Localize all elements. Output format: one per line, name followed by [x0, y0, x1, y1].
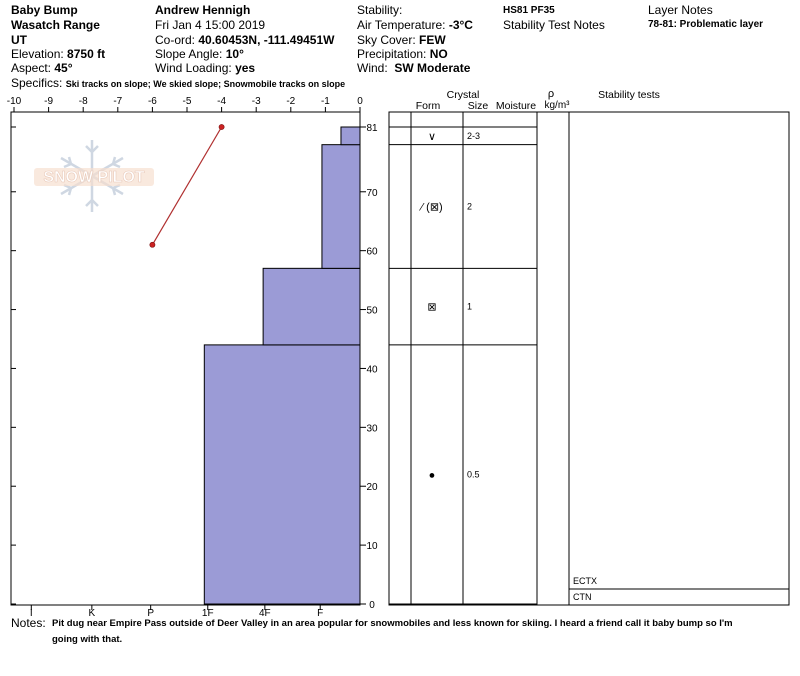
elevation-label: Elevation: — [11, 47, 64, 61]
layer-form: ● — [429, 469, 436, 481]
temp-tick-label: -3 — [252, 96, 261, 107]
layer-notes-label: Layer Notes — [648, 3, 713, 17]
coord-value: 40.60453N, -111.49451W — [198, 33, 335, 47]
state: UT — [11, 33, 27, 47]
layer-form: ⊠ — [427, 302, 436, 314]
form-header: Form — [416, 100, 441, 112]
moisture-header: Moisture — [496, 100, 536, 112]
depth-tick-label: 70 — [366, 188, 378, 199]
elevation-value: 8750 ft — [67, 47, 106, 61]
aspect-label: Aspect: — [11, 61, 52, 75]
snowpilot-logo-text: SNOW PILOT — [43, 169, 145, 186]
stability-test-label: ECTX — [573, 576, 597, 586]
wind-loading-label: Wind Loading: — [155, 61, 232, 75]
date-time: Fri Jan 4 15:00 2019 — [155, 18, 266, 32]
density-header: ρ — [548, 88, 554, 100]
sky-row: Sky Cover: FEW — [357, 33, 446, 47]
layer-note: 78-81: Problematic layer — [648, 19, 764, 30]
layer-size: 1 — [467, 302, 472, 312]
aspect-value: 45° — [54, 61, 73, 75]
specifics-label: Specifics: — [11, 76, 63, 90]
layer-size: 2-3 — [467, 131, 480, 141]
stability-tests-header: Stability tests — [598, 89, 660, 101]
temp-tick-label: -5 — [183, 96, 192, 107]
depth-tick-label: 0 — [369, 600, 375, 611]
slope-value: 10° — [225, 47, 244, 61]
wind-loading-value: yes — [235, 61, 256, 75]
hardness-bar — [203, 344, 361, 605]
hardness-tick-label: K — [89, 608, 96, 619]
precip-label: Precipitation: — [357, 47, 427, 61]
air-temp-row: Air Temperature: -3°C — [357, 18, 473, 32]
temperature-point — [149, 241, 156, 248]
specifics-row: Specifics: Ski tracks on slope; We skied… — [11, 76, 345, 90]
precip-row: Precipitation: NO — [357, 47, 448, 61]
depth-tick-label: 30 — [366, 423, 378, 434]
hardness-bar — [262, 267, 361, 346]
snowflake-icon — [60, 140, 124, 212]
observer-name: Andrew Hennigh — [155, 3, 251, 17]
elevation-row: Elevation: 8750 ft — [11, 47, 105, 61]
layer-size: 0.5 — [467, 469, 480, 479]
layer-size: 2 — [467, 202, 472, 212]
hardness-tick-label: 1F — [202, 608, 214, 619]
sky-value: FEW — [419, 33, 446, 47]
temperature-point — [218, 124, 225, 130]
depth-tick-label: 40 — [366, 364, 378, 375]
aspect-row: Aspect: 45° — [11, 61, 73, 75]
notes-line-1: Pit dug near Empire Pass outside of Deer… — [52, 618, 733, 629]
temp-tick-label: 0 — [357, 96, 363, 107]
wind-loading-row: Wind Loading: yes — [155, 61, 255, 75]
sky-label: Sky Cover: — [357, 33, 416, 47]
snowpilot-logo: SNOW PILOT — [34, 140, 154, 212]
depth-tick-label: 81 — [366, 123, 378, 134]
temperature-profile-line — [151, 126, 223, 246]
coord-row: Co-ord: 40.60453N, -111.49451W — [155, 33, 334, 47]
hardness-tick-label: I — [30, 608, 33, 619]
temp-tick-label: -1 — [321, 96, 330, 107]
chart-marks: -10 -9 -8 -7 -6 -5 -4 -3 -2 -1 001020304050607081I… — [7, 96, 789, 619]
temp-tick-label: -4 — [217, 96, 226, 107]
stability-test-notes-label: Stability Test Notes — [503, 18, 605, 32]
stability-label: Stability: — [357, 3, 403, 17]
depth-tick-label: 60 — [366, 247, 378, 258]
specifics-value: Ski tracks on slope; We skied slope; Sno… — [65, 79, 346, 89]
temp-tick-label: -10 — [7, 96, 22, 107]
slope-label: Slope Angle: — [155, 47, 223, 61]
depth-tick-label: 20 — [366, 482, 378, 493]
depth-tick-label: 50 — [366, 306, 378, 317]
notes-label: Notes: — [11, 616, 46, 630]
layer-form: ∨ — [428, 131, 436, 143]
hardness-tick-label: P — [147, 608, 154, 619]
hs-pf: HS81 PF35 — [503, 5, 555, 16]
hardness-tick-label: F — [317, 608, 323, 619]
wind-label: Wind: — [357, 61, 388, 75]
temp-tick-label: -7 — [113, 96, 122, 107]
hardness-bar — [340, 126, 361, 146]
depth-tick-label: 10 — [366, 541, 378, 552]
layer-form: ⁄ (⊠) — [418, 202, 442, 214]
wind-value: SW Moderate — [394, 61, 471, 75]
temp-tick-label: -8 — [79, 96, 88, 107]
air-temp-value: -3°C — [448, 18, 473, 32]
layer-table-frame — [388, 111, 790, 606]
slope-row: Slope Angle: 10° — [155, 47, 244, 61]
coord-label: Co-ord: — [155, 33, 196, 47]
notes-line-2: going with that. — [52, 634, 123, 645]
wind-row: Wind: SW Moderate — [357, 61, 470, 75]
precip-value: NO — [429, 47, 448, 61]
crystal-header: Crystal — [447, 89, 480, 101]
density-unit: kg/m³ — [545, 100, 571, 111]
size-header: Size — [468, 100, 489, 112]
hardness-tick-label: 4F — [259, 608, 271, 619]
temp-tick-label: -2 — [286, 96, 295, 107]
stability-test-label: CTN — [573, 592, 592, 602]
air-temp-label: Air Temperature: — [357, 18, 446, 32]
mountain-range: Wasatch Range — [11, 18, 100, 32]
temp-tick-label: -6 — [148, 96, 157, 107]
location-name: Baby Bump — [11, 3, 78, 17]
temp-tick-label: -9 — [44, 96, 53, 107]
hardness-bar — [321, 144, 361, 269]
